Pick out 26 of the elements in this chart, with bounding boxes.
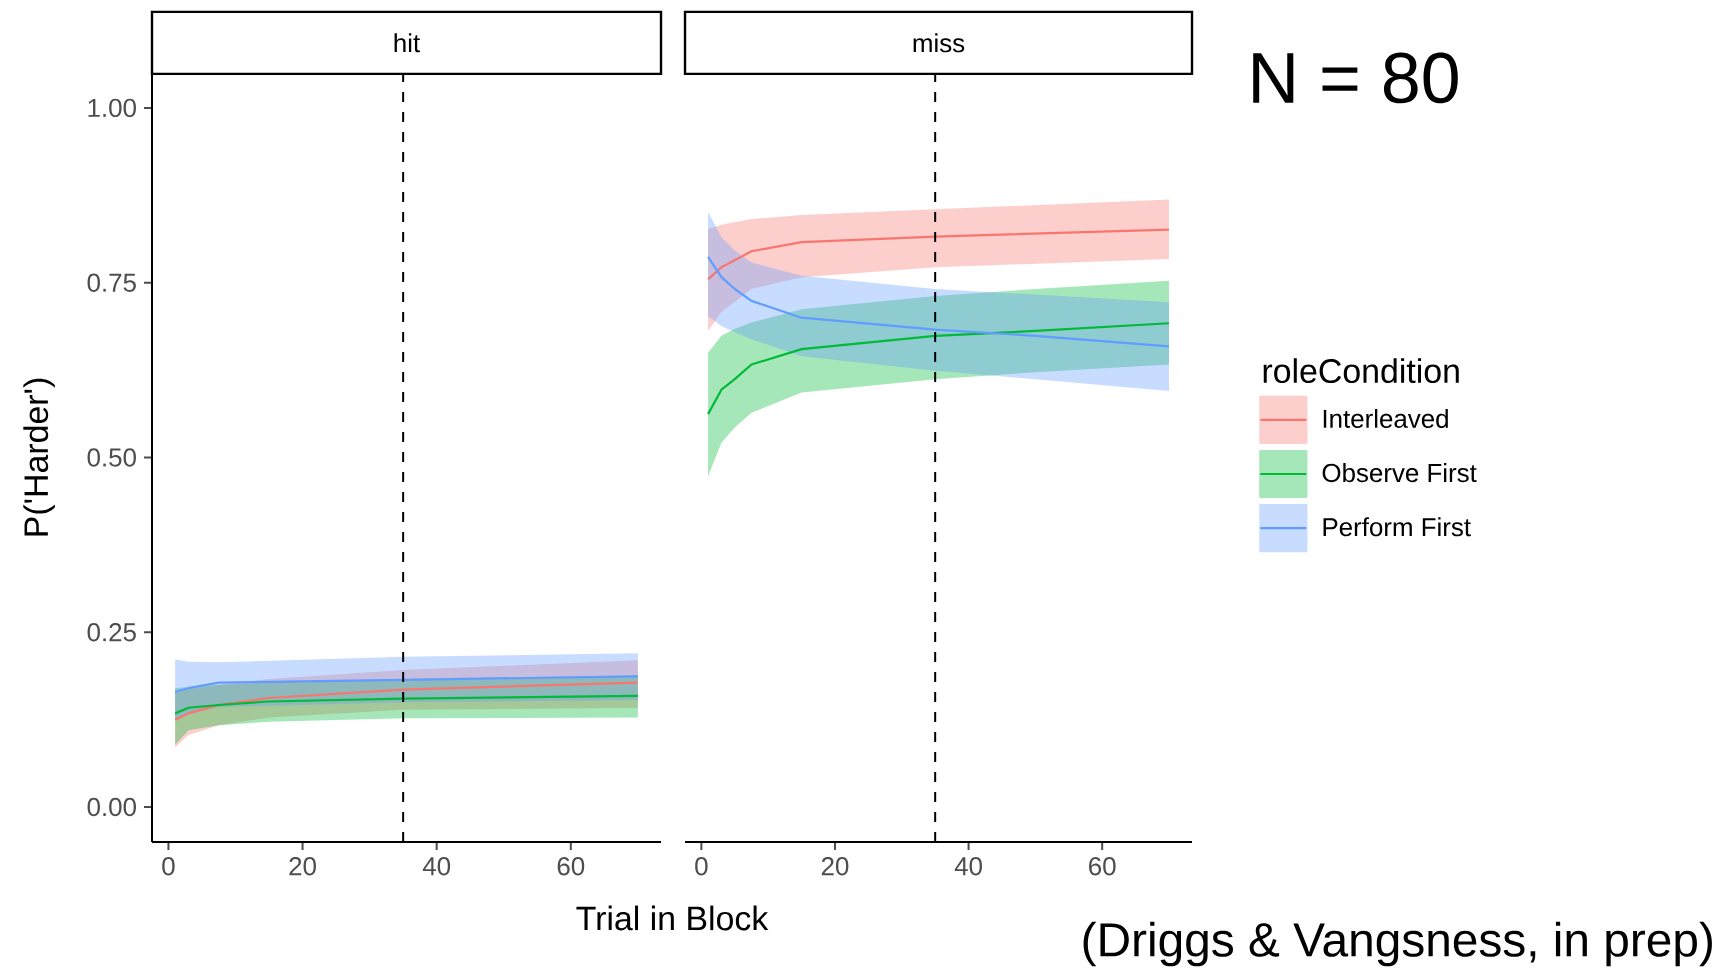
line-series: [174, 694, 639, 715]
y-tick-label: 0.50: [87, 448, 136, 467]
legend-title: roleCondition: [1263, 358, 1459, 384]
legend-label: Interleaved: [1323, 408, 1448, 428]
x-tick-label: 0: [162, 857, 175, 876]
x-tick-label: 20: [821, 857, 849, 876]
chart-title: miss: [913, 33, 965, 53]
text: N = 80: [1253, 52, 1458, 104]
x-tick-label: 60: [1089, 857, 1116, 876]
line-series: [174, 681, 639, 721]
y-tick-label: 0.25: [87, 623, 136, 642]
x-axis-title: Trial in Block: [576, 905, 769, 931]
text: (Driggs & Vangsness, in prep): [1083, 921, 1712, 967]
x-tick-label: 20: [289, 857, 316, 876]
legend-label: Perform First: [1323, 517, 1471, 537]
y-tick-label: 0.00: [87, 797, 136, 817]
y-axis-title: P('Harder'): [23, 378, 55, 536]
x-tick-label: 40: [422, 857, 451, 876]
y-tick-label: 0.75: [87, 273, 136, 292]
x-tick-label: 0: [695, 857, 708, 876]
line-series: [174, 675, 639, 693]
y-tick-label: 1.00: [88, 98, 136, 118]
x-tick-label: 40: [954, 857, 982, 876]
legend-label: Observe First: [1322, 463, 1477, 483]
chart-title: hit: [394, 33, 420, 53]
x-tick-label: 60: [557, 857, 585, 876]
